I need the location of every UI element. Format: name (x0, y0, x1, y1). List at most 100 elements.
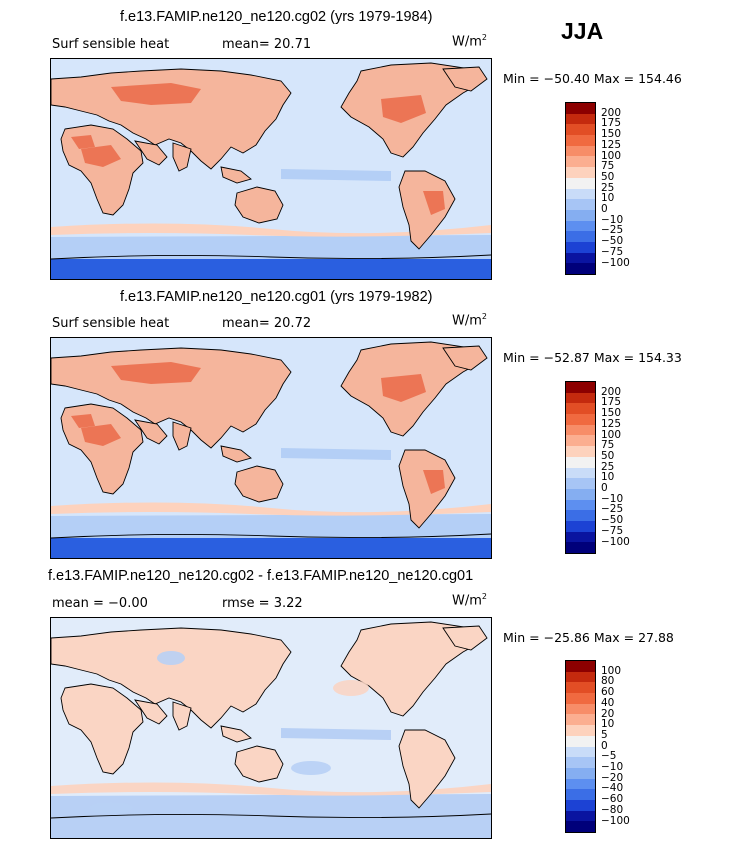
colorbar-level-label: 10 (601, 718, 615, 731)
season-label: JJA (561, 18, 604, 44)
continent (220, 166, 252, 184)
colorbar-swatch (566, 520, 595, 532)
panel2-minmax: Min = −52.87 Max = 154.33 (503, 350, 682, 365)
hot-land-region (423, 470, 445, 494)
colorbar-swatch (566, 499, 595, 511)
colorbar-level-label: −10 (601, 492, 624, 505)
panel2-map (50, 337, 492, 559)
continent (60, 683, 144, 775)
difference-blob (333, 680, 369, 696)
colorbar-swatch (566, 510, 595, 521)
panel3-colorbar (565, 660, 596, 833)
difference-blob (211, 672, 231, 684)
continent (51, 68, 292, 170)
colorbar-level-label: −50 (601, 235, 624, 248)
ocean-cool-region (51, 514, 491, 538)
colorbar-level-label: 100 (601, 149, 622, 162)
hot-land-region (381, 374, 426, 402)
continent (234, 186, 284, 224)
colorbar-swatch (566, 392, 595, 404)
colorbar-swatch (566, 757, 595, 768)
colorbar-level-label: 200 (601, 106, 622, 119)
continent (442, 625, 488, 651)
difference-blob (89, 802, 133, 814)
ocean-cool-region (281, 728, 391, 740)
panel2-colorbar (565, 381, 596, 554)
colorbar-swatch (566, 241, 595, 253)
panel3-units: W/m2 (452, 592, 487, 609)
colorbar-swatch (566, 767, 595, 779)
panel3-map-svg (51, 618, 491, 838)
colorbar-swatch (566, 156, 595, 168)
colorbar-swatch (566, 177, 595, 189)
antarctic-coastline (51, 813, 491, 819)
continent (442, 345, 488, 371)
colorbar-swatch (566, 446, 595, 457)
colorbar-level-label: 75 (601, 439, 615, 452)
ocean-warm-band (51, 502, 491, 516)
colorbar-swatch (566, 661, 595, 672)
colorbar-swatch (566, 542, 595, 553)
ocean-cool-region (51, 235, 491, 259)
colorbar-level-label: 10 (601, 192, 615, 205)
colorbar-swatch (566, 703, 595, 715)
colorbar-swatch (566, 382, 595, 393)
difference-blob (419, 760, 443, 776)
colorbar-level-label: 75 (601, 160, 615, 173)
colorbar-swatch (566, 403, 595, 415)
colorbar-level-label: −25 (601, 224, 624, 237)
colorbar-level-label: 50 (601, 170, 615, 183)
continent (172, 701, 192, 731)
colorbar-level-label: 150 (601, 128, 622, 141)
continent (134, 699, 168, 725)
colorbar-level-label: 80 (601, 675, 615, 688)
panel1-colorbar (565, 102, 596, 275)
colorbar-swatch (566, 671, 595, 683)
antarctic-coastline (51, 254, 491, 260)
colorbar-swatch (566, 821, 595, 832)
continent (398, 170, 456, 250)
colorbar-level-label: −40 (601, 782, 624, 795)
colorbar-swatch (566, 263, 595, 274)
difference-blob (157, 651, 185, 665)
colorbar-swatch (566, 199, 595, 210)
colorbar-swatch (566, 531, 595, 543)
panel2-map-svg (51, 338, 491, 558)
panel3-mean: mean = −0.00 (52, 596, 148, 611)
continent (234, 465, 284, 503)
colorbar-swatch (566, 735, 595, 747)
colorbar-swatch (566, 209, 595, 221)
colorbar-swatch (566, 231, 595, 242)
colorbar-level-label: −20 (601, 771, 624, 784)
panel3-title: f.e13.FAMIP.ne120_ne120.cg02 - f.e13.FAM… (48, 568, 474, 584)
colorbar-level-label: −75 (601, 524, 624, 537)
colorbar-swatch (566, 188, 595, 200)
colorbar-level-label: 50 (601, 449, 615, 462)
antarctica (51, 259, 491, 279)
panel3-minmax: Min = −25.86 Max = 27.88 (503, 630, 674, 645)
continent (442, 66, 488, 92)
ocean-cool-region (281, 448, 391, 460)
colorbar-level-label: −80 (601, 803, 624, 816)
continent (220, 445, 252, 463)
ocean-warm-band (51, 782, 491, 796)
colorbar-level-label: 20 (601, 707, 615, 720)
colorbar-swatch (566, 725, 595, 736)
colorbar-level-label: 0 (601, 482, 608, 494)
colorbar-swatch (566, 810, 595, 822)
panel1-map-svg (51, 59, 491, 279)
panel1-units: W/m2 (452, 33, 487, 50)
continent (172, 421, 192, 451)
colorbar-swatch (566, 103, 595, 114)
continent (51, 347, 292, 449)
panel1-mean: mean= 20.71 (222, 37, 312, 52)
colorbar-swatch (566, 135, 595, 146)
colorbar-level-label: 150 (601, 407, 622, 420)
colorbar-swatch (566, 693, 595, 704)
hot-land-region (71, 135, 95, 149)
difference-blob (291, 761, 331, 775)
colorbar-level-label: 0 (601, 739, 608, 752)
continent (134, 419, 168, 445)
colorbar-level-label: 10 (601, 471, 615, 484)
colorbar-swatch (566, 789, 595, 800)
